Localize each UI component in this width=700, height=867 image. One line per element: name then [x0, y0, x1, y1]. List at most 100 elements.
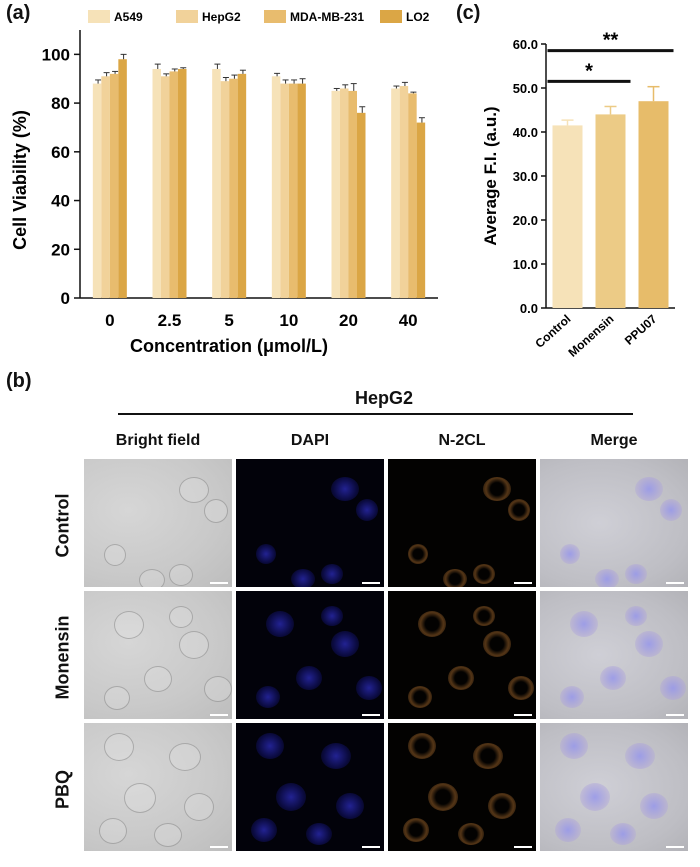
- chart-c-x-tick-label: PPU07: [622, 312, 660, 348]
- chart-a-bar: [408, 93, 417, 298]
- scale-bar: [210, 846, 228, 848]
- cell-shape: [448, 666, 474, 690]
- panel-label-a: (a): [6, 2, 31, 24]
- average-fi-chart: Average F.I. (a.u.) 0.0 10.0 20.0 30.0 40.0 5…: [481, 30, 675, 360]
- merge-image-monensin: [540, 591, 688, 719]
- chart-a-y-tick-label: 20: [51, 240, 70, 259]
- cell-shape: [625, 564, 647, 584]
- row-label-control: Control: [52, 493, 73, 558]
- scale-bar: [666, 582, 684, 584]
- chart-a-y-tick-label: 60: [51, 143, 70, 162]
- chart-a-legend-swatch: [88, 10, 110, 23]
- chart-a-bar: [391, 88, 400, 299]
- chart-a-bar: [237, 73, 247, 298]
- chart-a-bar: [178, 68, 187, 299]
- chart-a-y-tick-label: 0: [61, 289, 70, 308]
- cell-shape: [266, 611, 294, 637]
- cell-shape: [356, 499, 378, 521]
- scale-bar: [514, 582, 532, 584]
- chart-a-y-tick-label: 80: [51, 94, 70, 113]
- chart-c-x-tick-label: Monensin: [566, 312, 617, 360]
- cell-shape: [179, 631, 209, 659]
- cell-shape: [104, 733, 134, 761]
- chart-a-bar: [288, 83, 298, 298]
- cell-shape: [508, 499, 530, 521]
- chart-a-legend-swatch: [264, 10, 286, 23]
- panel-label-b: (b): [6, 370, 32, 392]
- cell-shape: [508, 676, 534, 700]
- chart-a-x-tick-label: 10: [279, 311, 298, 330]
- cell-shape: [488, 793, 516, 819]
- chart-a-legend-swatch: [176, 10, 198, 23]
- n2cl-image-monensin: [388, 591, 536, 719]
- cell-shape: [306, 823, 332, 845]
- cell-shape: [251, 818, 277, 842]
- cell-shape: [635, 631, 663, 657]
- chart-c-y-tick-label: 30.0: [513, 169, 538, 184]
- chart-a-bar: [297, 83, 306, 298]
- cell-shape: [635, 477, 663, 501]
- cell-shape: [356, 676, 382, 700]
- column-header-n2cl: N-2CL: [438, 432, 486, 449]
- cell-shape: [458, 823, 484, 845]
- bright-field-image-monensin: [84, 591, 232, 719]
- chart-c-y-tick-label: 50.0: [513, 81, 538, 96]
- chart-c-significance-label: *: [585, 60, 593, 82]
- cell-shape: [625, 743, 655, 769]
- cell-shape: [154, 823, 182, 847]
- cell-shape: [99, 818, 127, 844]
- cell-shape: [625, 606, 647, 626]
- chart-a-bar: [118, 59, 127, 299]
- merge-image-pbq: [540, 723, 688, 851]
- dapi-image-control: [236, 459, 384, 587]
- chart-c-bar: [638, 101, 669, 308]
- cell-shape: [291, 569, 315, 587]
- cell-shape: [560, 733, 588, 759]
- cell-shape: [256, 686, 280, 708]
- cell-shape: [595, 569, 619, 587]
- chart-a-legend-swatch: [380, 10, 402, 23]
- cell-shape: [428, 783, 458, 811]
- cell-shape: [204, 676, 232, 702]
- cell-shape: [483, 631, 511, 657]
- chart-a-legend-label: A549: [114, 10, 143, 24]
- chart-c-y-tick-label: 60.0: [513, 37, 538, 52]
- cell-viability-chart: Cell Viability (%) Concentration (μmol/L…: [10, 10, 438, 356]
- cell-shape: [408, 686, 432, 708]
- chart-a-legend-label: MDA-MB-231: [290, 10, 364, 24]
- chart-a-bar: [220, 81, 230, 298]
- chart-a-bar: [348, 90, 357, 298]
- cell-shape: [408, 544, 428, 564]
- bright-field-image-pbq: [84, 723, 232, 851]
- cell-shape: [256, 544, 276, 564]
- chart-a-legend-label: HepG2: [202, 10, 241, 24]
- microscopy-group-line: [118, 413, 633, 415]
- chart-a-y-tick-label: 40: [51, 192, 70, 211]
- scale-bar: [210, 582, 228, 584]
- chart-c-x-tick-label: Control: [532, 312, 573, 351]
- scale-bar: [514, 846, 532, 848]
- chart-a-bar: [399, 86, 409, 298]
- cell-shape: [331, 631, 359, 657]
- chart-c-y-tick-label: 10.0: [513, 257, 538, 272]
- cell-shape: [660, 676, 686, 700]
- cell-shape: [276, 783, 306, 811]
- chart-a-bar: [161, 76, 170, 298]
- chart-a-ylabel: Cell Viability (%): [10, 110, 30, 250]
- chart-a-bar: [271, 76, 281, 298]
- cell-shape: [418, 611, 446, 637]
- cell-shape: [483, 477, 511, 501]
- scale-bar: [666, 714, 684, 716]
- bright-field-image-control: [84, 459, 232, 587]
- dapi-image-monensin: [236, 591, 384, 719]
- cell-shape: [104, 686, 130, 710]
- cell-shape: [560, 686, 584, 708]
- chart-a-bar: [357, 112, 366, 298]
- cell-shape: [321, 743, 351, 769]
- n2cl-image-control: [388, 459, 536, 587]
- cell-shape: [144, 666, 172, 692]
- chart-a-bar: [152, 68, 161, 299]
- chart-a-x-tick-label: 40: [399, 311, 418, 330]
- cell-shape: [139, 569, 165, 587]
- cell-shape: [473, 606, 495, 626]
